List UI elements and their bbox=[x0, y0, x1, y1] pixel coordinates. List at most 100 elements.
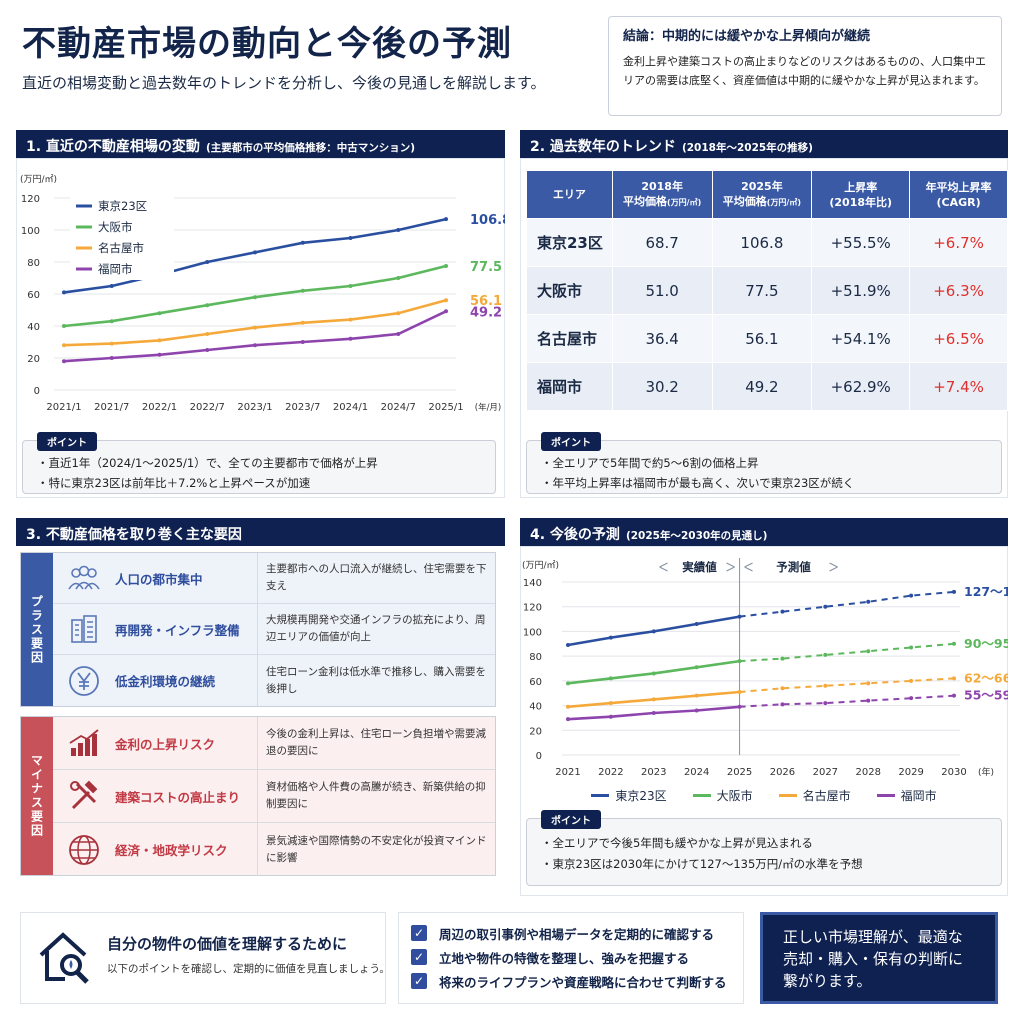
legend-swatch bbox=[778, 793, 797, 797]
data-point bbox=[566, 681, 570, 686]
checklist-item: ✓ 周辺の取引事例や相場データを定期的に確認する bbox=[411, 921, 731, 945]
table-row: 大阪市 51.0 77.5 +51.9% +6.3% bbox=[526, 266, 1008, 315]
x-tick-label: 2023 bbox=[641, 767, 666, 778]
data-point bbox=[205, 348, 210, 352]
page-subtitle: 直近の相場変動と過去数年のトレンドを分析し、今後の見通しを解説します。 bbox=[22, 74, 546, 92]
data-point bbox=[608, 701, 613, 706]
data-point bbox=[444, 217, 448, 222]
trend-table: エリア 2018年 平均価格(万円/㎡) 2025年 平均価格(万円/㎡) 上昇率(… bbox=[526, 170, 1008, 411]
data-point bbox=[651, 671, 656, 676]
x-axis-label: (年/月) bbox=[475, 402, 502, 413]
table-header-row: エリア 2018年 平均価格(万円/㎡) 2025年 平均価格(万円/㎡) 上昇率(… bbox=[526, 170, 1008, 219]
data-point bbox=[348, 284, 353, 288]
data-point bbox=[866, 649, 871, 654]
x-tick-label: 2025 bbox=[727, 767, 752, 778]
x-tick-label: 2027 bbox=[813, 767, 838, 778]
forecast-line bbox=[739, 694, 955, 708]
data-point bbox=[780, 686, 785, 691]
footer-title: 自分の物件の価値を理解するために bbox=[107, 935, 348, 953]
legend-label: 名古屋市 bbox=[802, 788, 851, 803]
end-range-label: 90～95 bbox=[964, 636, 1008, 651]
x-tick-label: 2030 bbox=[941, 767, 966, 778]
forecast-line bbox=[739, 677, 955, 693]
checklist-text: 将来のライフプランや資産戦略に合わせて判断する bbox=[439, 974, 727, 990]
x-tick-label: 2023/7 bbox=[285, 402, 320, 413]
factor-row: 低金利環境の継続 住宅ローン金利は低水準で推移し、購入需要を後押し bbox=[53, 655, 495, 706]
data-point bbox=[694, 693, 699, 698]
data-point bbox=[952, 589, 956, 594]
cell-2018: 68.7 bbox=[611, 218, 713, 267]
data-point bbox=[909, 678, 914, 683]
cell-cagr: +6.7% bbox=[909, 218, 1008, 267]
data-point bbox=[300, 240, 305, 245]
data-point bbox=[566, 717, 570, 722]
cell-rate: +62.9% bbox=[811, 362, 911, 411]
cell-2018: 51.0 bbox=[611, 266, 713, 315]
point-item: ・全エリアで5年間で約5～6割の価格上昇 bbox=[541, 456, 759, 470]
x-tick-label: 2021/7 bbox=[94, 402, 129, 413]
section4-title: 4. 今後の予測 bbox=[530, 527, 620, 543]
point-tag: ポイント bbox=[37, 432, 97, 451]
checklist-item: ✓ 立地や物件の特徴を整理し、強みを把握する bbox=[411, 945, 731, 969]
factor-row: 金利の上昇リスク 今後の金利上昇は、住宅ローン負担増や需要減退の要因に bbox=[53, 717, 495, 770]
point-tag: ポイント bbox=[541, 810, 601, 829]
legend-item: 福岡市 bbox=[876, 786, 937, 804]
x-tick-label: 2029 bbox=[898, 767, 923, 778]
data-point bbox=[780, 656, 785, 661]
point-item: ・東京23区は2030年にかけて127～135万円/㎡の水準を予想 bbox=[541, 857, 863, 871]
section1-header: 1. 直近の不動産相場の変動 (主要都市の平均価格推移：中古マンション) bbox=[16, 130, 505, 158]
checkbox-icon: ✓ bbox=[411, 973, 427, 989]
data-point bbox=[566, 704, 570, 709]
x-tick-label: 2024/7 bbox=[381, 402, 416, 413]
data-point bbox=[737, 704, 742, 709]
data-point bbox=[157, 338, 162, 343]
section1-point-box: ポイント ・直近1年（2024/1～2025/1）で、全ての主要都市で価格が上昇… bbox=[22, 432, 496, 494]
data-point bbox=[608, 676, 613, 681]
data-point bbox=[62, 324, 66, 328]
legend-swatch bbox=[591, 793, 610, 797]
section4-point-box: ポイント ・全エリアで今後5年間も緩やかな上昇が見込まれる ・東京23区は203… bbox=[526, 810, 1002, 886]
point-item: ・全エリアで今後5年間も緩やかな上昇が見込まれる bbox=[541, 836, 813, 850]
data-point bbox=[157, 311, 162, 316]
cta-box: 正しい市場理解が、最適な売却・購入・保有の判断に繋がります。 bbox=[760, 912, 998, 1004]
factor-row: 人口の都市集中 主要都市への人口流入が継続し、住宅需要を下支え bbox=[53, 553, 495, 604]
factor-desc: 資材価格や人件費の高騰が続き、新築供給の抑制要因に bbox=[257, 770, 495, 822]
data-point bbox=[952, 641, 956, 646]
data-point bbox=[253, 250, 257, 255]
data-point bbox=[823, 604, 828, 609]
data-point bbox=[952, 693, 956, 698]
tools-icon bbox=[53, 780, 115, 812]
end-range-label: 127～135 bbox=[964, 584, 1008, 599]
data-point bbox=[737, 659, 742, 664]
data-point bbox=[396, 311, 401, 316]
data-point bbox=[866, 698, 871, 703]
factor-desc: 主要都市への人口流入が継続し、住宅需要を下支え bbox=[257, 553, 495, 603]
table-row: 福岡市 30.2 49.2 +62.9% +7.4% bbox=[526, 362, 1008, 411]
data-point bbox=[694, 622, 699, 627]
data-point bbox=[62, 290, 66, 295]
x-tick-label: 2026 bbox=[770, 767, 795, 778]
forecast-arrow-icon bbox=[744, 562, 838, 572]
checklist-box: ✓ 周辺の取引事例や相場データを定期的に確認する ✓ 立地や物件の特徴を整理し、強み… bbox=[398, 912, 744, 1004]
data-point bbox=[608, 635, 613, 640]
x-tick-label: 2022/7 bbox=[190, 402, 225, 413]
checkbox-icon: ✓ bbox=[411, 925, 427, 941]
footer-info-box: 自分の物件の価値を理解するために 以下のポイントを確認し、定期的に価値を見直しま… bbox=[20, 912, 390, 1004]
y-tick-label: 120 bbox=[523, 603, 542, 614]
y-tick-label: 120 bbox=[21, 194, 40, 205]
section2-title: 2. 過去数年のトレンド bbox=[530, 139, 676, 155]
data-point bbox=[694, 665, 699, 670]
legend-label: 福岡市 bbox=[900, 788, 937, 803]
conclusion-title: 結論：中期的には緩やかな上昇傾向が継続 bbox=[623, 29, 871, 44]
section3-header: 3. 不動産価格を取り巻く主な要因 bbox=[16, 518, 505, 546]
x-tick-label: 2028 bbox=[855, 767, 880, 778]
x-tick-label: 2024/1 bbox=[333, 402, 368, 413]
col-2025: 2025年 平均価格(万円/㎡) bbox=[711, 170, 813, 219]
y-tick-label: 140 bbox=[523, 578, 542, 589]
data-point bbox=[651, 697, 656, 702]
factor-name: 建築コストの高止まり bbox=[115, 789, 241, 805]
cell-rate: +55.5% bbox=[811, 218, 911, 267]
data-point bbox=[737, 614, 742, 619]
building-icon bbox=[53, 614, 115, 644]
data-point bbox=[396, 332, 401, 336]
